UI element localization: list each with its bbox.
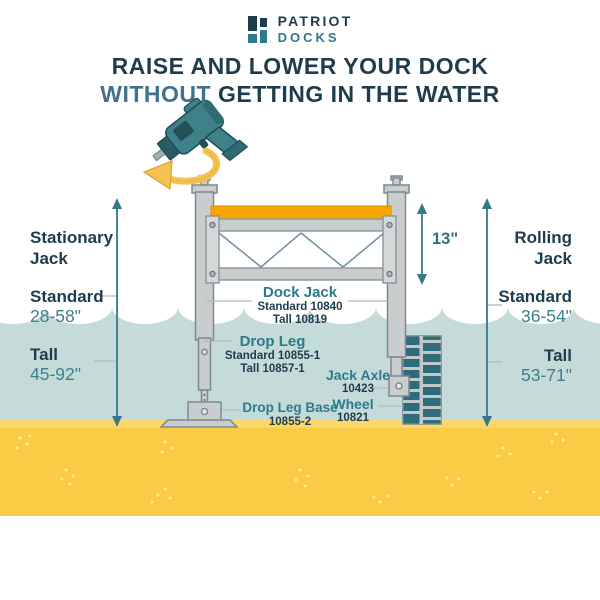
right-tall-label: Tall	[543, 346, 572, 365]
drop-leg-callout: Drop Leg Standard 10855-1 Tall 10857-1	[195, 333, 350, 376]
wheel-number: 10821	[337, 412, 369, 425]
left-tall-range: 45-92"	[30, 364, 81, 384]
brand-subname: DOCKS	[277, 30, 340, 45]
wheel-graphic	[402, 335, 442, 425]
left-height-arrow	[112, 198, 122, 427]
brand-logo-icon	[247, 15, 267, 43]
dock-frame	[205, 205, 397, 284]
brand-name: PATRIOT	[277, 13, 353, 29]
dock-jack-standard: Standard 10840	[257, 301, 343, 314]
title-line-2: WITHOUT GETTING IN THE WATER	[0, 80, 600, 108]
title-line-2-rest: GETTING IN THE WATER	[217, 81, 500, 107]
rotation-arrow-icon	[142, 147, 221, 191]
clearance-arrow	[417, 203, 427, 285]
sand	[0, 420, 600, 516]
jack-axle-graphic	[388, 375, 410, 397]
stationary-jack-label: Stationary Jack	[30, 228, 114, 269]
jack-axle-name: Jack Axle	[325, 367, 391, 383]
dock-jack-callout: Dock Jack Standard 10840 Tall 10819	[210, 284, 390, 327]
jack-axle-callout: Jack Axle 10423	[310, 367, 406, 396]
page-title: RAISE AND LOWER YOUR DOCK WITHOUT GETTIN…	[0, 52, 600, 108]
wheel-name: Wheel	[332, 396, 374, 412]
clearance-measurement: 13"	[432, 230, 459, 248]
truss-graphic	[218, 232, 385, 268]
title-line-1: RAISE AND LOWER YOUR DOCK	[111, 53, 489, 79]
drop-leg-base-graphic	[159, 401, 239, 428]
right-height-arrow	[482, 198, 492, 427]
drop-leg-base-number: 10855-2	[268, 415, 312, 428]
drop-leg-base-callout: Drop Leg Base 10855-2	[223, 400, 357, 428]
drop-leg-base-name: Drop Leg Base	[242, 400, 338, 415]
right-standard-range: 36-54"	[521, 306, 572, 326]
wheel-callout: Wheel 10821	[305, 396, 401, 425]
leader-lines	[94, 295, 502, 411]
drop-leg-tall: Tall 10857-1	[240, 363, 305, 376]
water	[0, 307, 600, 440]
left-standard-label: Standard	[30, 287, 104, 306]
left-tall-label: Tall	[30, 345, 59, 364]
left-standard-range: 28-58"	[30, 306, 81, 326]
dock-jack-tall: Tall 10819	[272, 314, 328, 327]
drill-icon	[152, 97, 249, 162]
jack-axle-number: 10423	[342, 383, 374, 396]
title-highlight: WITHOUT	[100, 81, 212, 107]
brand-logo: PATRIOT DOCKS	[0, 13, 600, 45]
drop-leg-name: Drop Leg	[239, 333, 306, 350]
rolling-jack-label: Rolling Jack	[514, 228, 572, 269]
right-standard-label: Standard	[498, 287, 572, 306]
right-tall-range: 53-71"	[521, 365, 572, 385]
dock-jack-name: Dock Jack	[262, 284, 338, 301]
drop-leg-standard: Standard 10855-1	[224, 350, 321, 363]
